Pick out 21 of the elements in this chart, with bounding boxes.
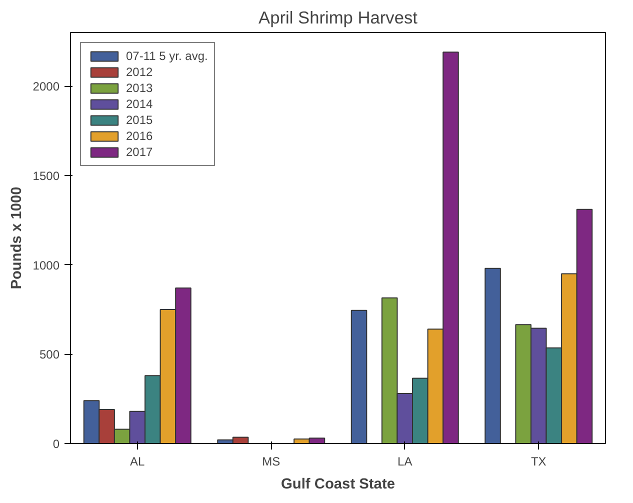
chart-title: April Shrimp Harvest (258, 8, 418, 28)
legend-label: 2017 (126, 145, 153, 159)
x-tick-label: TX (530, 454, 546, 468)
bar (484, 268, 501, 444)
y-tick-label: 2000 (32, 80, 60, 94)
x-tick-label: MS (262, 454, 280, 468)
legend-label: 2012 (126, 65, 153, 79)
legend-label: 2013 (126, 81, 153, 95)
x-tick-label: LA (398, 454, 412, 468)
x-tick-label: AL (130, 454, 146, 468)
y-tick-label: 1500 (32, 168, 60, 183)
y-tick-label: 0 (52, 437, 60, 451)
y-tick-label: 1000 (32, 258, 60, 272)
y-tick-label: 500 (39, 348, 60, 362)
legend-label: 2014 (126, 97, 153, 111)
x-axis-title: Gulf Coast State (280, 476, 396, 492)
y-axis-title: Pounds x 1000 (8, 186, 25, 290)
legend-label: 2015 (126, 113, 153, 127)
legend-label: 2016 (126, 129, 153, 143)
legend-label: 07-11 5 yr. avg. (126, 49, 208, 63)
bar (350, 310, 368, 444)
